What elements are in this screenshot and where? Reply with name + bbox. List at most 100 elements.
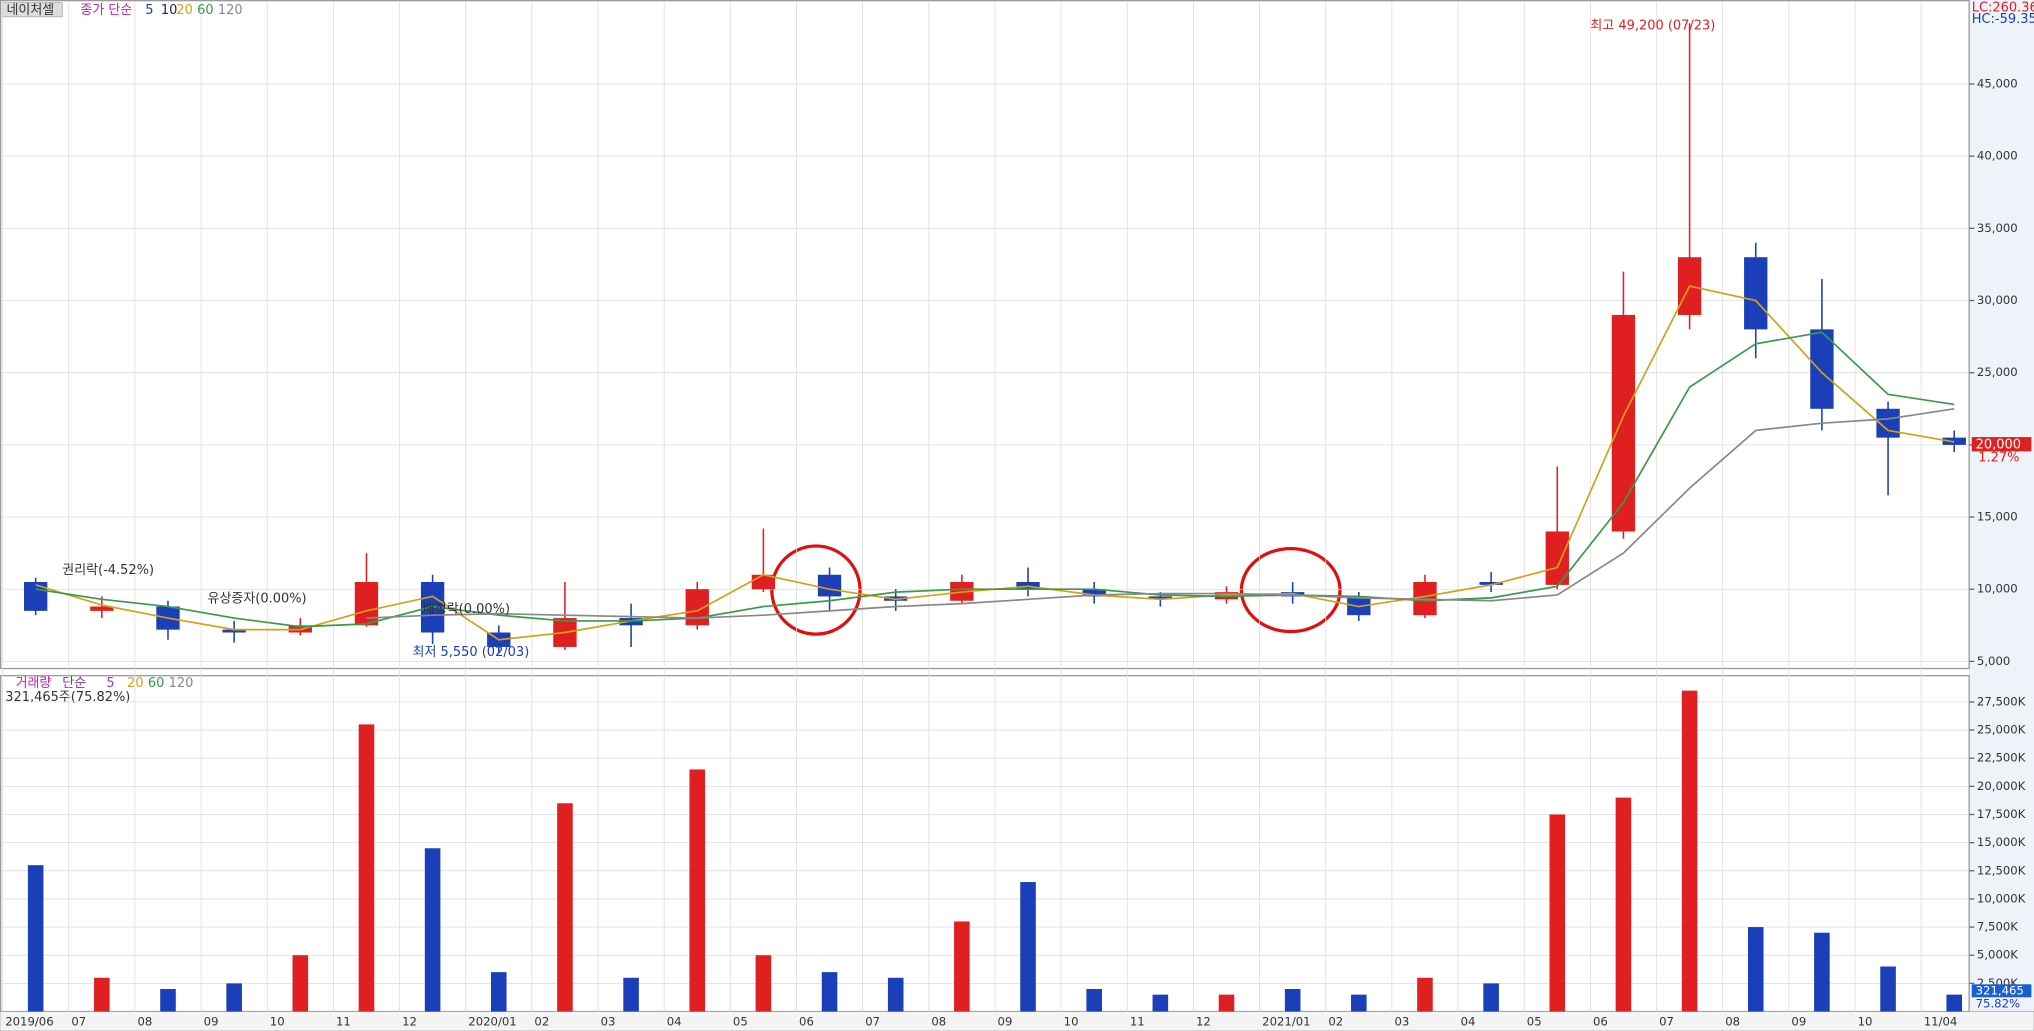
- highlight-circle: [770, 544, 862, 636]
- y-tick-label: 10,000: [1977, 582, 2018, 596]
- last-volume: 321,465: [1976, 983, 2024, 997]
- y-tick-label: 17,500K: [1977, 807, 2026, 821]
- x-tick-label: 08: [138, 1014, 153, 1028]
- legend-entry: 120: [169, 676, 194, 691]
- ratio-label: 75.82%: [1976, 996, 2020, 1010]
- volume-bar: [1417, 977, 1433, 1012]
- volume-bar: [755, 955, 772, 1012]
- volume-bar: [160, 989, 176, 1012]
- annotation: 유상증자(0.00%): [208, 592, 307, 607]
- x-tick-label: 10: [1064, 1014, 1079, 1028]
- x-tick-label: 06: [1593, 1014, 1608, 1028]
- y-tick-label: 7,500K: [1977, 920, 2018, 934]
- y-tick-label: 5,000: [1977, 654, 2010, 668]
- x-tick-label: 07: [71, 1014, 86, 1028]
- y-tick-label: 20,000K: [1977, 779, 2026, 793]
- volume-bar: [490, 972, 507, 1012]
- y-tick-label: 45,000: [1977, 76, 2018, 90]
- volume-bar: [1880, 966, 1896, 1012]
- x-tick-label: 09: [204, 1014, 219, 1028]
- x-tick-label: 05: [1527, 1014, 1542, 1028]
- volume-bar: [1351, 994, 1367, 1012]
- volume-bar: [94, 977, 110, 1012]
- indicator-label: 단순: [62, 676, 86, 691]
- right-label: HC:-59.35: [1972, 12, 2034, 27]
- y-tick-label: 15,000: [1977, 510, 2018, 524]
- candle-body: [23, 581, 48, 611]
- x-tick-label: 06: [799, 1014, 814, 1028]
- change-label: 1.27%: [1978, 450, 2019, 465]
- legend-entry: 120: [218, 3, 243, 18]
- volume-bar: [821, 972, 838, 1012]
- x-tick-label: 09: [998, 1014, 1013, 1028]
- x-tick-label: 03: [601, 1014, 616, 1028]
- x-tick-label: 08: [1725, 1014, 1740, 1028]
- volume-bar: [1814, 932, 1830, 1012]
- x-tick-label: 03: [1394, 1014, 1409, 1028]
- y-tick-label: 27,500K: [1977, 694, 2026, 708]
- annotation: 배정락(0.00%): [423, 602, 510, 617]
- volume-bar: [226, 983, 242, 1012]
- right-label: LC:260.36: [1972, 0, 2034, 15]
- legend-entry: 20: [176, 3, 193, 18]
- x-tick-label: 12: [1196, 1014, 1211, 1028]
- x-tick-label: 11: [1130, 1014, 1145, 1028]
- volume-bar: [1946, 994, 1963, 1012]
- x-tick-label: 11: [336, 1014, 351, 1028]
- volume-summary: 321,465주(75.82%): [5, 690, 130, 705]
- volume-tag: [1971, 984, 2032, 998]
- y-tick-label: 25,000: [1977, 365, 2018, 379]
- highlight-circle: [1239, 546, 1342, 634]
- volume-bar: [557, 803, 573, 1012]
- price-tag: [1971, 437, 2032, 452]
- x-tick-label: 04: [667, 1014, 682, 1028]
- candle-body: [222, 629, 246, 633]
- volume-bar: [1218, 994, 1235, 1012]
- volume-bar: [887, 977, 904, 1012]
- candle-body: [1082, 589, 1106, 597]
- candle-body: [817, 574, 842, 597]
- y-tick-label: 12,500K: [1977, 863, 2026, 877]
- x-tick-label: 04: [1461, 1014, 1476, 1028]
- indicator-label: 종가 단순: [80, 3, 132, 18]
- y-tick-label: 30,000: [1977, 293, 2018, 307]
- candle-body: [90, 606, 114, 611]
- candle-body: [1545, 531, 1569, 585]
- price-panel: [0, 0, 1970, 670]
- x-tick-label: 2021/01: [1262, 1014, 1310, 1028]
- y-tick-label: 5,000K: [1977, 948, 2018, 962]
- x-tick-label: 02: [534, 1014, 549, 1028]
- candle-body: [354, 581, 379, 626]
- volume-bar: [1483, 983, 1499, 1012]
- candle-body: [1148, 596, 1173, 600]
- candle-body: [1744, 257, 1768, 330]
- volume-bar: [424, 848, 441, 1012]
- last-price: 20,000: [1976, 437, 2021, 452]
- x-tick-label: 07: [1659, 1014, 1674, 1028]
- x-tick-label: 10: [270, 1014, 285, 1028]
- stock-title: 네이처셀: [6, 3, 54, 18]
- ma-line: [366, 407, 1955, 619]
- date-axis: [0, 1011, 2034, 1031]
- legend-entry: 10: [161, 3, 178, 18]
- x-tick-label: 2020/01: [468, 1014, 516, 1028]
- annotation: 권리락(-4.52%): [62, 563, 154, 578]
- x-tick-label: 11/04: [1924, 1014, 1958, 1028]
- volume-bar: [954, 921, 970, 1012]
- x-tick-label: 10: [1858, 1014, 1873, 1028]
- y-tick-label: 22,500K: [1977, 751, 2026, 765]
- volume-bar: [1284, 989, 1301, 1012]
- candle-body: [1611, 314, 1636, 532]
- y-tick-label: 40,000: [1977, 149, 2018, 163]
- legend-entry: 5: [106, 676, 114, 691]
- volume-bar: [292, 955, 309, 1012]
- annotation: 최저 5,550 (02/03): [413, 645, 530, 660]
- volume-bar: [1086, 989, 1102, 1012]
- y-tick-label: 15,000K: [1977, 835, 2026, 849]
- legend-entry: 5: [145, 3, 153, 18]
- volume-bar: [1152, 994, 1169, 1012]
- volume-bar: [689, 769, 706, 1012]
